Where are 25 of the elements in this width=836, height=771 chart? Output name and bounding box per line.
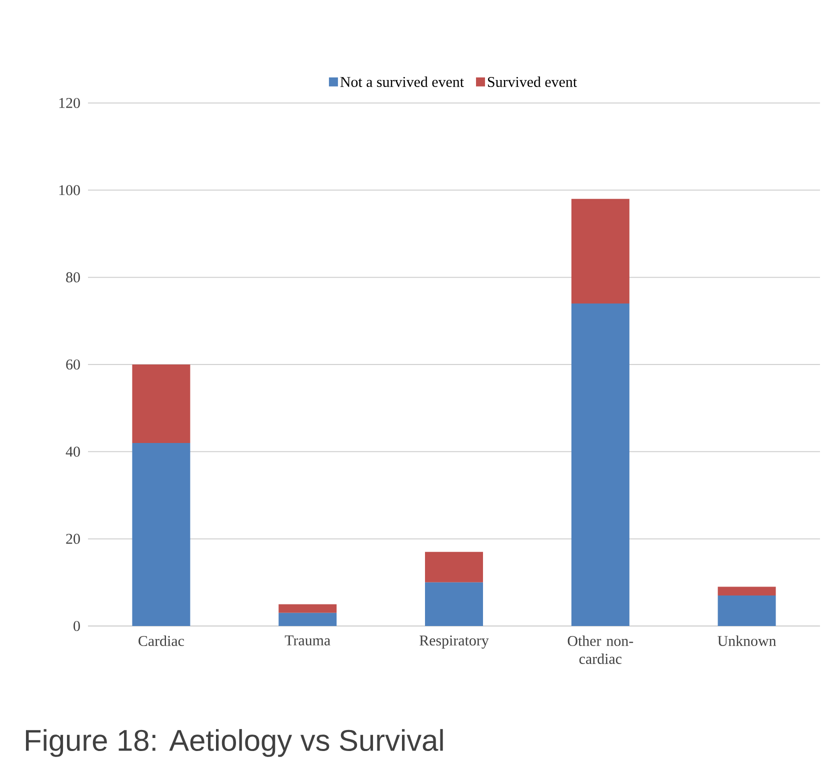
y-tick-label: 80	[66, 272, 80, 282]
bar	[278, 604, 337, 613]
y-tick-label: 60	[66, 359, 80, 370]
bar	[718, 586, 776, 596]
legend-label: Not a survived event	[340, 76, 464, 87]
legend-label: Survived event	[488, 76, 577, 87]
bar	[571, 303, 630, 626]
x-tick-label: Respiratory	[420, 636, 489, 649]
y-tick-label: 20	[66, 534, 80, 544]
bar	[278, 612, 337, 626]
x-tick-label: Other non-cardiac	[568, 636, 634, 664]
bar	[132, 442, 190, 626]
text: Figure 18: Aetiology vs Survival	[26, 729, 443, 757]
x-tick-label: Cardiac	[138, 636, 184, 646]
y-tick-label: 100	[59, 185, 80, 196]
bar	[132, 364, 190, 443]
bar	[425, 582, 484, 626]
y-tick-label: 120	[59, 98, 80, 108]
x-tick-label: Unknown	[718, 636, 776, 646]
bar	[718, 595, 776, 626]
x-tick-label: Trauma	[284, 636, 330, 646]
y-tick-label: 40	[66, 446, 80, 457]
bar	[571, 198, 630, 304]
y-tick-label: 0	[74, 620, 80, 632]
bar	[425, 552, 484, 582]
